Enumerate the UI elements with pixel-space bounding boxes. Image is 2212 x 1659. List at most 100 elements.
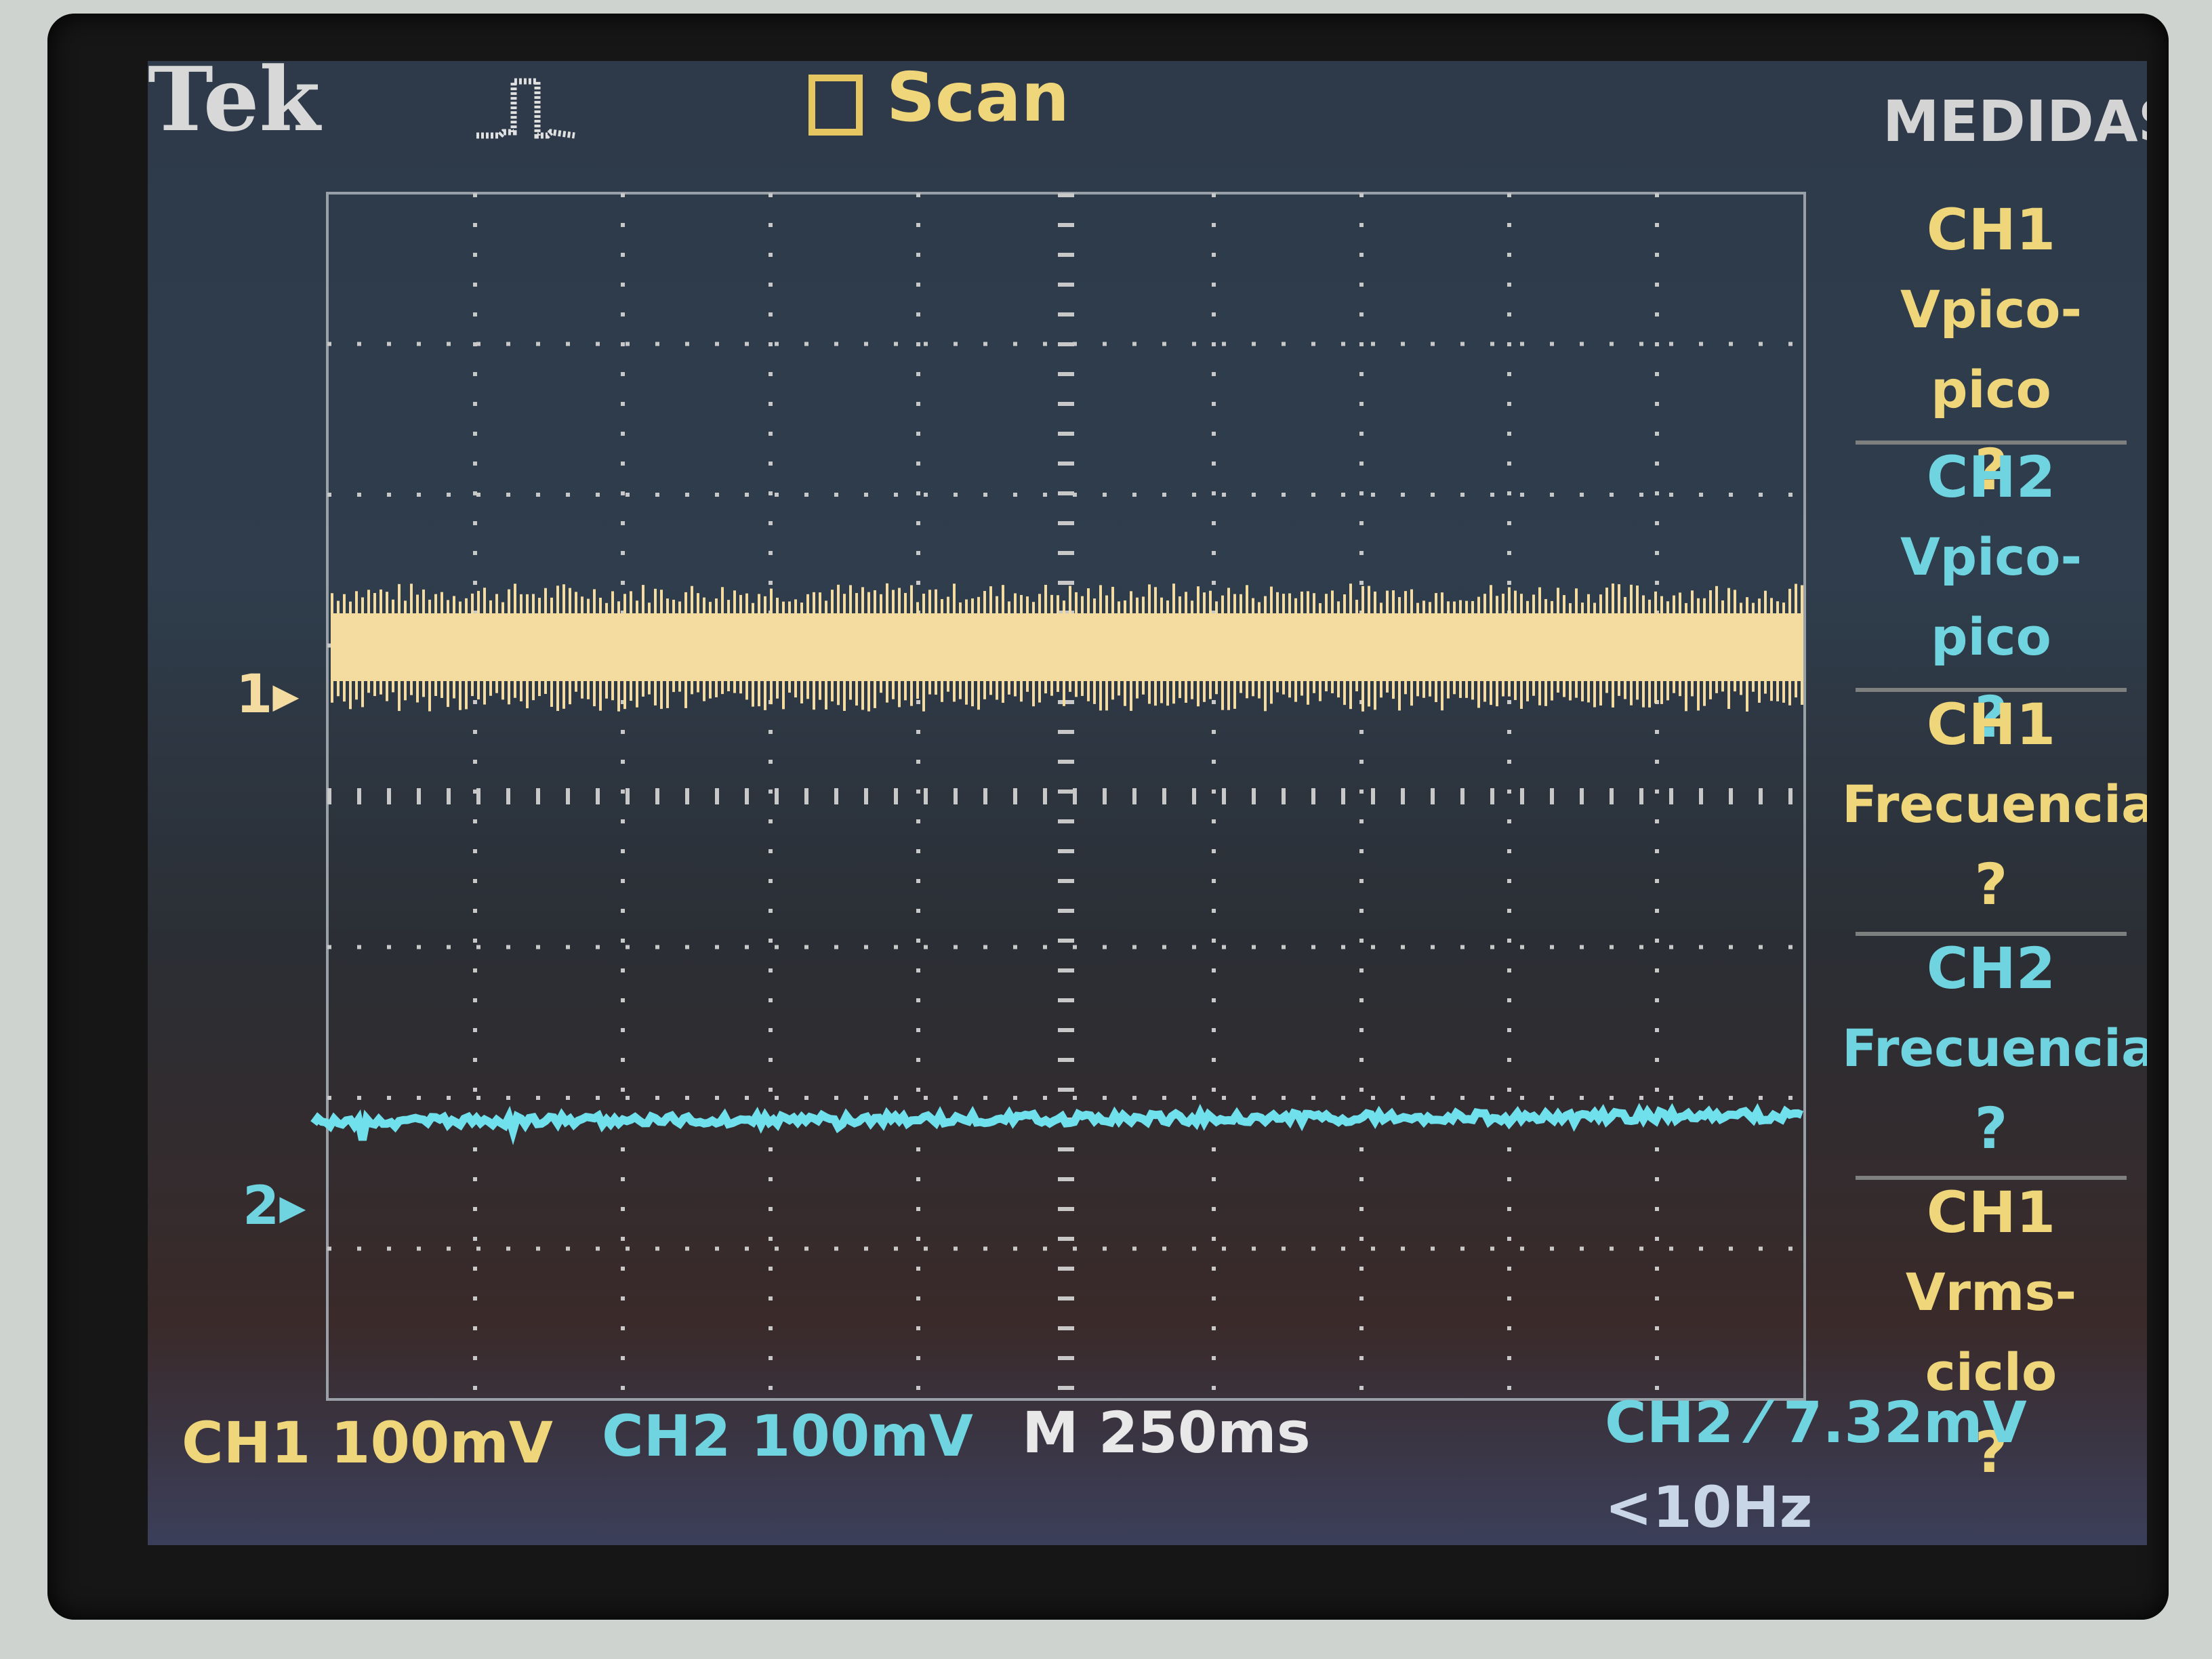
menu-item-measurement: Frecuencia (1842, 764, 2140, 844)
grid-dots (327, 193, 1793, 1390)
grid-dot (1655, 521, 1659, 525)
grid-dot (894, 1096, 898, 1100)
ch1-noise-spike (819, 592, 821, 699)
grid-dot (1655, 462, 1659, 466)
center-tick (1162, 788, 1166, 804)
menu-item-ch2-freq[interactable]: CH2 Frecuencia ? (1842, 928, 2140, 1169)
grid-dot (1788, 1096, 1793, 1100)
grid-dot (1341, 945, 1345, 949)
grid-dot (1212, 1028, 1216, 1032)
grid-dot (745, 1096, 749, 1100)
ch1-noise-spike (1483, 594, 1486, 701)
grid-dot (621, 462, 625, 466)
grid-dot (1212, 283, 1216, 287)
grid-dot (1729, 945, 1733, 949)
ch1-noise-spike (849, 585, 852, 699)
grid-dot (834, 1247, 838, 1251)
grid-dot (1212, 1296, 1216, 1300)
menu-item-ch1-vpp[interactable]: CH1 Vpico-pico ? (1842, 190, 2140, 430)
center-tick (1460, 788, 1465, 804)
grid-dot (1507, 253, 1511, 257)
grid-dot (1759, 1096, 1763, 1100)
ch1-noise-spike (1758, 598, 1761, 703)
grid-dot (1655, 879, 1659, 883)
ch1-noise-spike (654, 589, 657, 705)
grid-dot (1359, 1177, 1364, 1181)
grid-dot (769, 939, 773, 943)
grid-dot (769, 1088, 773, 1092)
grid-dot (1212, 819, 1216, 823)
grid-dot (1610, 1247, 1614, 1251)
center-tick (1058, 1207, 1074, 1211)
center-tick (1058, 432, 1074, 436)
grid-dot (769, 432, 773, 436)
grid-dot (1507, 939, 1511, 943)
center-tick (1058, 909, 1074, 913)
ch1-noise-spike (874, 590, 876, 708)
grid-dot (1103, 1247, 1107, 1251)
ch1-noise-spike (1044, 585, 1047, 693)
grid-dot (621, 223, 625, 227)
grid-dot (473, 730, 477, 734)
grid-dot (1507, 1177, 1511, 1181)
ch1-noise-spike (745, 594, 748, 700)
grid-dot (1212, 1326, 1216, 1330)
ch1-noise-spike (1148, 584, 1151, 703)
ch1-noise-spike (1221, 596, 1224, 710)
grid-dot (473, 700, 477, 704)
ch1-noise-spike (1660, 596, 1663, 704)
grid-dot (1655, 730, 1659, 734)
ch1-noise-spike (605, 603, 608, 699)
menu-item-ch1-freq[interactable]: CH1 Frecuencia ? (1842, 684, 2140, 925)
ch2-trace (314, 1111, 1802, 1140)
grid-dot (769, 1326, 773, 1330)
grid-dot (1507, 1088, 1511, 1092)
grid-dot (916, 819, 920, 823)
ch1-noise-spike (721, 587, 724, 694)
grid-dot (621, 581, 625, 585)
center-tick (1058, 819, 1074, 823)
ch1-noise-spike (1459, 600, 1462, 698)
grid-dot (473, 1177, 477, 1181)
grid-dot (864, 1096, 868, 1100)
menu-item-ch2-vpp[interactable]: CH2 Vpico-pico ? (1842, 437, 2140, 678)
ch1-noise-spike (684, 592, 687, 708)
grid-dot (1507, 790, 1511, 794)
ch1-noise-spike (770, 588, 773, 704)
center-tick (1610, 788, 1614, 804)
grid-dot (1655, 283, 1659, 287)
center-tick (1639, 788, 1643, 804)
grid-dot (1507, 1207, 1511, 1211)
grid-dot (655, 342, 659, 346)
ch1-noise-spike (1526, 601, 1529, 701)
grid-dot (864, 342, 868, 346)
ch1-label: CH1 (182, 1410, 310, 1476)
menu-item-ch1-vrms[interactable]: CH1 Vrms-ciclo ? (1842, 1172, 2140, 1413)
grid-dot (1212, 521, 1216, 525)
grid-dot (1212, 849, 1216, 853)
grid-dot (916, 1237, 920, 1241)
grid-dot (1043, 342, 1047, 346)
grid-dot (1507, 432, 1511, 436)
grid-dot (769, 1058, 773, 1062)
grid-dot (1359, 849, 1364, 853)
ch1-noise-spike (495, 594, 498, 693)
grid-dot (1341, 1247, 1345, 1251)
grid-dot (916, 730, 920, 734)
grid-dot (1507, 760, 1511, 764)
grid-dot (1639, 1096, 1643, 1100)
grid-dot (769, 342, 773, 346)
grid-dot (769, 1386, 773, 1390)
grid-dot (473, 849, 477, 853)
ch1-noise-spike (532, 594, 535, 700)
grid-dot (1212, 939, 1216, 943)
grid-dot (1507, 700, 1511, 704)
grid-dot (417, 1096, 421, 1100)
grid-dot (476, 945, 480, 949)
ch1-noise-spike (1307, 591, 1309, 704)
grid-dot (417, 1247, 421, 1251)
ch1-noise-spike (1142, 596, 1145, 694)
grid-dot (1359, 760, 1364, 764)
ch1-noise-spike (1477, 597, 1480, 708)
grid-dot (1507, 1356, 1511, 1360)
